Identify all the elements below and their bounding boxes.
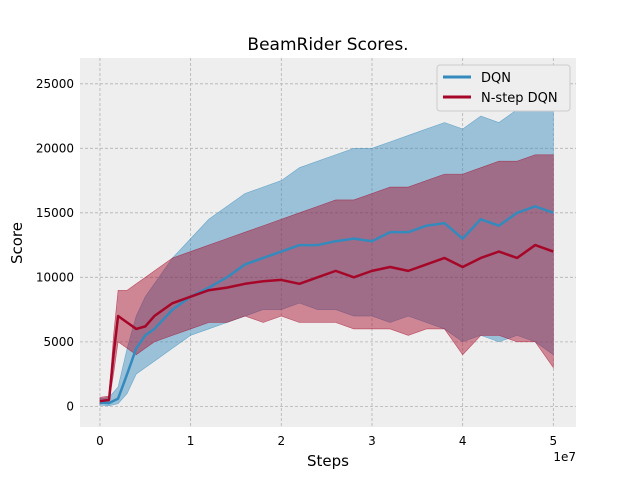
- chart-title: BeamRider Scores.: [247, 35, 408, 55]
- y-tick-label: 20000: [36, 141, 74, 155]
- x-tick-label: 0: [96, 434, 104, 448]
- legend-label-nstep-dqn: N-step DQN: [481, 91, 558, 106]
- x-tick-label: 4: [459, 434, 467, 448]
- series-line-1: [99, 243, 554, 403]
- x-tick-label: 3: [368, 434, 376, 448]
- y-ticks: 0 5000 10000 15000 20000 25000: [36, 77, 74, 414]
- x-axis-label: Steps: [307, 452, 349, 470]
- y-tick-label: 0: [66, 399, 74, 413]
- confidence-bands: [99, 96, 554, 407]
- y-tick-label: 15000: [36, 206, 74, 220]
- series-line-0: [99, 205, 554, 405]
- x-tick-label: 5: [550, 434, 558, 448]
- legend: DQN N-step DQN: [436, 64, 571, 112]
- y-tick-label: 10000: [36, 270, 74, 284]
- legend-label-dqn: DQN: [481, 71, 511, 86]
- x-ticks: 0 1 2 3 4 5: [96, 434, 557, 448]
- y-tick-label: 5000: [43, 335, 74, 349]
- grid: [80, 58, 576, 427]
- series-band-1: [99, 154, 554, 405]
- series-lines: [99, 205, 554, 405]
- x-tick-label: 2: [277, 434, 285, 448]
- x-tick-label: 1: [187, 434, 195, 448]
- x-offset-label: 1e7: [553, 450, 576, 464]
- y-axis-label: Score: [8, 222, 26, 264]
- y-tick-label: 25000: [36, 77, 74, 91]
